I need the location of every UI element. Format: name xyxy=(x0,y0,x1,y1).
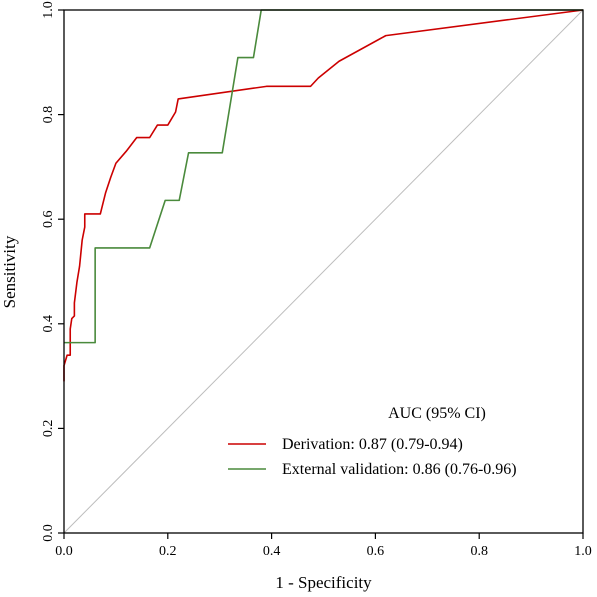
legend-label-derivation: Derivation: 0.87 (0.79-0.94) xyxy=(282,436,463,453)
reference-diagonal xyxy=(63,9,584,534)
legend: AUC (95% CI) Derivation: 0.87 (0.79-0.94… xyxy=(228,405,517,478)
x-tick-label: 0.4 xyxy=(263,544,281,559)
legend-label-external-validation: External validation: 0.86 (0.76-0.96) xyxy=(282,461,517,478)
series-line-external-validation xyxy=(64,9,583,344)
plot-area xyxy=(63,9,584,534)
x-tick-label: 0.8 xyxy=(470,544,488,559)
axes: 0.0 0.2 0.4 0.6 0.8 1.0 0.0 0.2 0.4 0.6 0.8 1.0 xyxy=(41,1,592,559)
y-tick-label: 0.8 xyxy=(41,106,56,124)
x-tick-label: 1.0 xyxy=(574,544,592,559)
plot-frame xyxy=(63,9,584,534)
y-tick-label: 0.6 xyxy=(41,210,56,228)
x-tick-label: 0.0 xyxy=(55,544,73,559)
y-tick-label: 0.4 xyxy=(41,315,56,333)
y-tick-label: 0.0 xyxy=(41,524,56,542)
x-tick-label: 0.2 xyxy=(159,544,177,559)
series-line-derivation xyxy=(63,9,584,382)
y-axis-title: Sensitivity xyxy=(0,235,19,308)
x-axis-title: 1 - Specificity xyxy=(275,573,372,592)
legend-title: AUC (95% CI) xyxy=(388,405,486,422)
y-tick-label: 0.2 xyxy=(41,420,56,438)
x-tick-label: 0.6 xyxy=(367,544,385,559)
y-tick-label: 1.0 xyxy=(41,1,56,19)
